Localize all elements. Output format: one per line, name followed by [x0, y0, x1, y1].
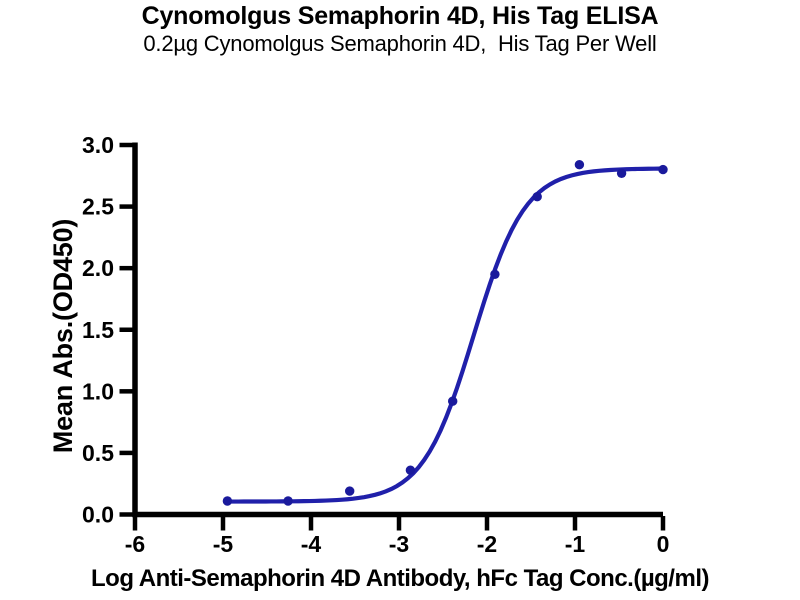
data-point	[532, 192, 542, 202]
y-tick-label: 0.5	[82, 440, 114, 466]
x-axis-label: Log Anti-Semaphorin 4D Antibody, hFc Tag…	[91, 565, 709, 592]
y-tick-label: 2.5	[82, 194, 114, 220]
x-tick-label: -1	[565, 531, 586, 557]
x-tick-label: 0	[657, 531, 670, 557]
x-tick-label: -2	[477, 531, 497, 557]
data-point	[490, 269, 500, 279]
data-points-group	[222, 160, 668, 506]
data-point	[345, 486, 355, 496]
data-point	[658, 164, 668, 175]
y-tick-label: 2.0	[82, 255, 114, 281]
data-point	[405, 465, 416, 475]
x-tick-label: -4	[301, 531, 322, 557]
fit-curve-group	[225, 166, 667, 504]
data-point	[222, 496, 233, 506]
x-tick-label: -3	[389, 531, 409, 557]
data-point	[616, 168, 627, 178]
y-axis-label: Mean Abs.(OD450)	[48, 219, 78, 453]
chart-subtitle: 0.2µg Cynomolgus Semaphorin 4D, His Tag …	[143, 31, 657, 56]
y-tick-label: 1.0	[82, 378, 114, 404]
y-tick-label: 1.5	[82, 317, 114, 343]
y-tick-label: 0.0	[82, 502, 114, 528]
x-tick-label: -5	[213, 531, 234, 557]
axis-lines	[132, 142, 663, 518]
axes: -6 -5 -4 -3 -2 -1 0 0.0 0.5 1.0 1.5 2.0 2.5 3.0	[82, 132, 669, 557]
fit-curve	[225, 166, 667, 504]
data-point	[574, 160, 585, 170]
data-point	[283, 496, 293, 506]
y-tick-label: 3.0	[82, 132, 114, 158]
x-tick-label: -6	[125, 531, 145, 557]
chart-title: Cynomolgus Semaphorin 4D, His Tag ELISA	[141, 2, 659, 30]
data-point	[448, 396, 458, 406]
